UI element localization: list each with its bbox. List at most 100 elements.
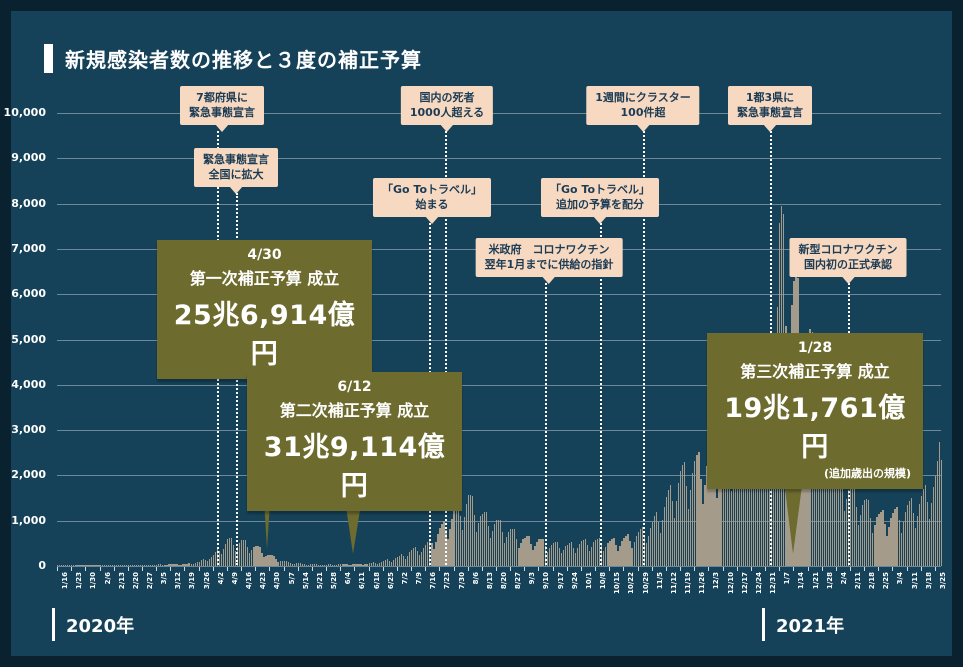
bar	[518, 547, 520, 566]
year-label: 2020年	[66, 615, 135, 637]
bar	[495, 520, 498, 566]
bar	[437, 534, 439, 566]
x-axis-tick	[326, 567, 327, 571]
bar	[396, 557, 399, 566]
x-axis-tick	[170, 567, 172, 571]
bar	[673, 518, 676, 566]
bar	[607, 543, 609, 566]
bar	[190, 563, 192, 566]
bar	[870, 517, 872, 566]
bar	[313, 564, 316, 566]
bar	[65, 565, 67, 566]
bar	[427, 541, 429, 566]
bar	[368, 563, 370, 566]
bar	[97, 565, 99, 566]
bar	[103, 565, 105, 566]
bar	[75, 565, 77, 566]
bar	[773, 422, 775, 566]
bar	[79, 565, 81, 566]
bar	[633, 541, 635, 566]
x-axis-tick	[226, 567, 228, 571]
bar	[164, 564, 166, 566]
bar	[419, 555, 421, 566]
bar	[858, 525, 860, 566]
gridline	[57, 158, 941, 160]
bar	[914, 528, 916, 566]
bar	[319, 565, 322, 566]
bar	[667, 489, 670, 566]
bar	[71, 565, 73, 566]
bar	[896, 506, 898, 566]
event-callout-text: 追加の予算を配分	[555, 198, 644, 212]
bar	[655, 511, 658, 566]
bar	[712, 442, 714, 566]
bar	[708, 454, 710, 566]
bar	[111, 565, 113, 566]
bar	[912, 513, 914, 566]
bar	[732, 467, 734, 566]
budget-label: 第三次補正予算 成立	[740, 362, 890, 381]
bar	[388, 560, 391, 566]
bar	[661, 520, 664, 566]
bar	[611, 539, 613, 566]
bar	[101, 565, 103, 566]
y-axis-tick-label: 0	[38, 559, 46, 572]
bar	[417, 551, 419, 566]
bar	[61, 565, 63, 566]
bar	[228, 537, 231, 566]
bar	[425, 545, 427, 566]
bar	[692, 472, 694, 566]
bar	[558, 547, 560, 566]
bar	[232, 544, 235, 566]
bar	[267, 554, 269, 566]
bar	[750, 420, 753, 566]
bar	[641, 526, 643, 566]
event-callout-text: 新型コロナワクチン	[798, 243, 898, 256]
bar	[390, 561, 393, 566]
bar	[726, 428, 728, 566]
x-axis-tick	[920, 567, 922, 571]
bar	[621, 541, 623, 566]
bar	[95, 565, 97, 566]
bar	[617, 550, 619, 566]
bar	[504, 542, 506, 566]
x-axis-tick	[510, 567, 512, 571]
bar	[83, 565, 85, 566]
event-callout-text: 100件超	[620, 106, 666, 120]
bar	[374, 562, 376, 566]
bar	[898, 520, 900, 566]
bar	[433, 548, 435, 566]
bar	[289, 562, 291, 566]
bar	[623, 537, 625, 566]
bar	[402, 556, 405, 566]
event-callout: 「Go Toトラベル」 追加の予算を配分	[540, 178, 660, 217]
bar	[619, 545, 621, 566]
bar	[295, 563, 297, 566]
bar	[742, 453, 745, 566]
bar	[835, 447, 838, 566]
bar	[841, 483, 844, 566]
bar	[447, 538, 449, 566]
bar	[718, 475, 720, 566]
bar	[657, 521, 660, 566]
bar	[526, 536, 528, 566]
bar	[176, 564, 178, 566]
year-marker-2021: 2021年	[762, 608, 844, 641]
gridline	[57, 294, 941, 296]
bar	[303, 564, 306, 566]
bar	[364, 564, 366, 566]
bar	[172, 563, 174, 566]
bar	[453, 511, 455, 566]
bar	[849, 487, 852, 566]
bar	[694, 461, 696, 566]
bar	[924, 484, 927, 566]
event-callout: 7都府県に 緊急事態宣言	[180, 86, 264, 125]
bar	[629, 541, 631, 566]
event-callout-text: 始まる	[415, 198, 449, 212]
bar	[269, 554, 271, 566]
x-axis-tick	[241, 567, 243, 571]
bar	[166, 564, 168, 566]
gridline	[57, 203, 941, 205]
gridline	[57, 339, 941, 341]
gridline	[57, 384, 941, 386]
